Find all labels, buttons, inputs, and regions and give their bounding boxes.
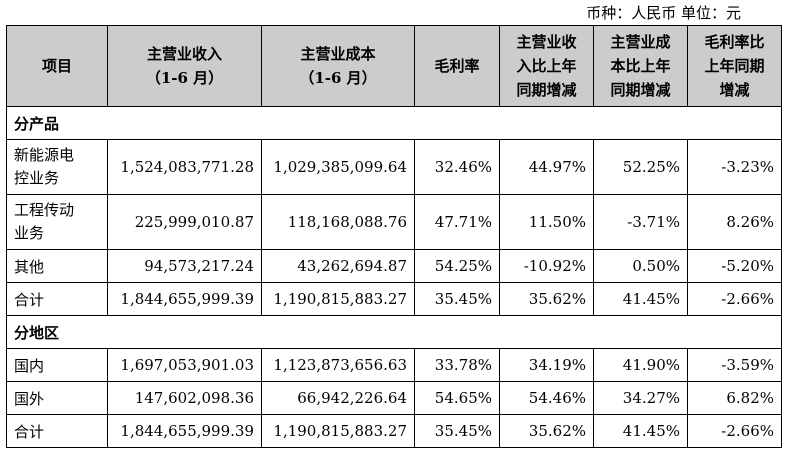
currency-unit-note: 币种：人民币 单位：元 [586,4,741,22]
cell-text-line: 项目 [41,57,72,75]
section-row: 分地区 [6,315,782,349]
cell-text-line: 入比上年 [516,57,577,75]
row-label: 其他 [6,249,108,283]
column-header: 主营业收入比上年同期增减 [499,25,594,107]
cell-text-line: 业务 [14,224,45,242]
table-cell: 0.50% [593,249,688,283]
cell-text-line: 主营业收入 [146,45,222,63]
table-cell: 34.19% [499,348,594,382]
cell-text-line: 本比上年 [610,57,671,75]
table-cell: 41.90% [593,348,688,382]
table-cell: 34.27% [593,381,688,415]
table-cell: -2.66% [687,414,782,448]
table-row: 工程传动 业务 225,999,010.87 118,168,088.76 47.71%… [6,194,782,250]
table-cell: 1,844,655,999.39 [107,414,262,448]
revenue-breakdown-table: 项目 主营业收入 （1-6 月） 主营业成本 （1-6 月） 毛利率 主营业收入比上年同期增… [6,25,782,448]
table-cell: 11.50% [499,194,594,250]
table-row: 合计 1,844,655,999.39 1,190,815,883.27 35.45%… [6,414,782,448]
table-cell: 43,262,694.87 [261,249,415,283]
table-cell: -5.20% [687,249,782,283]
table-cell: 66,942,226.64 [261,381,415,415]
table-cell: 35.62% [499,282,594,316]
table-cell: 147,602,098.36 [107,381,262,415]
cell-text-line: 新能源电 [14,146,75,164]
table-cell: 52.25% [593,139,688,195]
row-label: 国外 [6,381,108,415]
table-cell: 8.26% [687,194,782,250]
row-label: 新能源电 控业务 [6,139,108,195]
cell-text-line: 主营业收 [516,33,577,51]
section-row: 分产品 [6,106,782,140]
table-cell: 225,999,010.87 [107,194,262,250]
table-cell: 1,844,655,999.39 [107,282,262,316]
table-cell: 1,123,873,656.63 [261,348,415,382]
table-cell: 35.45% [414,414,500,448]
cell-text-line: 同期增减 [610,81,671,99]
cell-text-line: 毛利率比 [704,33,765,51]
table-row: 其他 94,573,217.24 43,262,694.87 54.25% -10.92… [6,249,782,283]
table-cell: -2.66% [687,282,782,316]
table-cell: 32.46% [414,139,500,195]
column-header: 主营业收入 （1-6 月） [107,25,262,107]
table-cell: -3.23% [687,139,782,195]
table-cell: 1,524,083,771.28 [107,139,262,195]
column-header: 主营业成本 （1-6 月） [261,25,415,107]
cell-text-line: 同期增减 [516,81,577,99]
cell-text-line: 毛利率 [434,57,480,75]
table-header-row: 项目 主营业收入 （1-6 月） 主营业成本 （1-6 月） 毛利率 主营业收入比上年同期增… [6,25,782,107]
table-cell: -3.71% [593,194,688,250]
cell-text-line: （1-6 月） [299,69,377,87]
table-row: 合计 1,844,655,999.39 1,190,815,883.27 35.45%… [6,282,782,316]
table-cell: 6.82% [687,381,782,415]
section-title: 分地区 [6,315,782,349]
table-cell: 44.97% [499,139,594,195]
table-cell: 1,190,815,883.27 [261,414,415,448]
cell-text-line: 合计 [14,290,45,309]
cell-text-line: 控业务 [14,169,60,187]
table-body: 分产品 新能源电 控业务 1,524,083,771.28 1,029,385,099.… [6,106,782,448]
table-cell: 1,029,385,099.64 [261,139,415,195]
table-cell: 33.78% [414,348,500,382]
table-cell: 94,573,217.24 [107,249,262,283]
table-row: 国外 147,602,098.36 66,942,226.64 54.65% 54.46… [6,381,782,415]
cell-text-line: （1-6 月） [145,69,224,87]
table-cell: -3.59% [687,348,782,382]
table-cell: -10.92% [499,249,594,283]
row-label: 国内 [6,348,108,382]
column-header: 项目 [6,25,108,107]
table-cell: 41.45% [593,414,688,448]
table-row: 国内 1,697,053,901.03 1,123,873,656.63 33.78%… [6,348,782,382]
table-cell: 54.46% [499,381,594,415]
cell-text-line: 增减 [719,81,750,99]
table-cell: 47.71% [414,194,500,250]
section-title: 分产品 [6,106,782,140]
cell-text-line: 合计 [14,422,45,441]
table-row: 新能源电 控业务 1,524,083,771.28 1,029,385,099.64 3… [6,139,782,195]
column-header: 主营业成本比上年同期增减 [593,25,688,107]
column-header: 毛利率 [414,25,500,107]
table-cell: 1,697,053,901.03 [107,348,262,382]
cell-text-line: 国内 [14,356,45,375]
cell-text-line: 国外 [14,389,45,408]
cell-text-line: 主营业成 [610,33,671,51]
table-cell: 118,168,088.76 [261,194,415,250]
table-cell: 35.45% [414,282,500,316]
cell-text-line: 其他 [14,257,45,276]
table-cell: 35.62% [499,414,594,448]
row-label: 合计 [6,282,108,316]
cell-text-line: 工程传动 [14,201,75,219]
column-header: 毛利率比上年同期增减 [687,25,782,107]
table-cell: 54.65% [414,381,500,415]
cell-text-line: 主营业成本 [300,45,376,63]
table-cell: 41.45% [593,282,688,316]
row-label: 工程传动 业务 [6,194,108,250]
row-label: 合计 [6,414,108,448]
table-cell: 54.25% [414,249,500,283]
cell-text-line: 上年同期 [704,57,765,75]
table-cell: 1,190,815,883.27 [261,282,415,316]
